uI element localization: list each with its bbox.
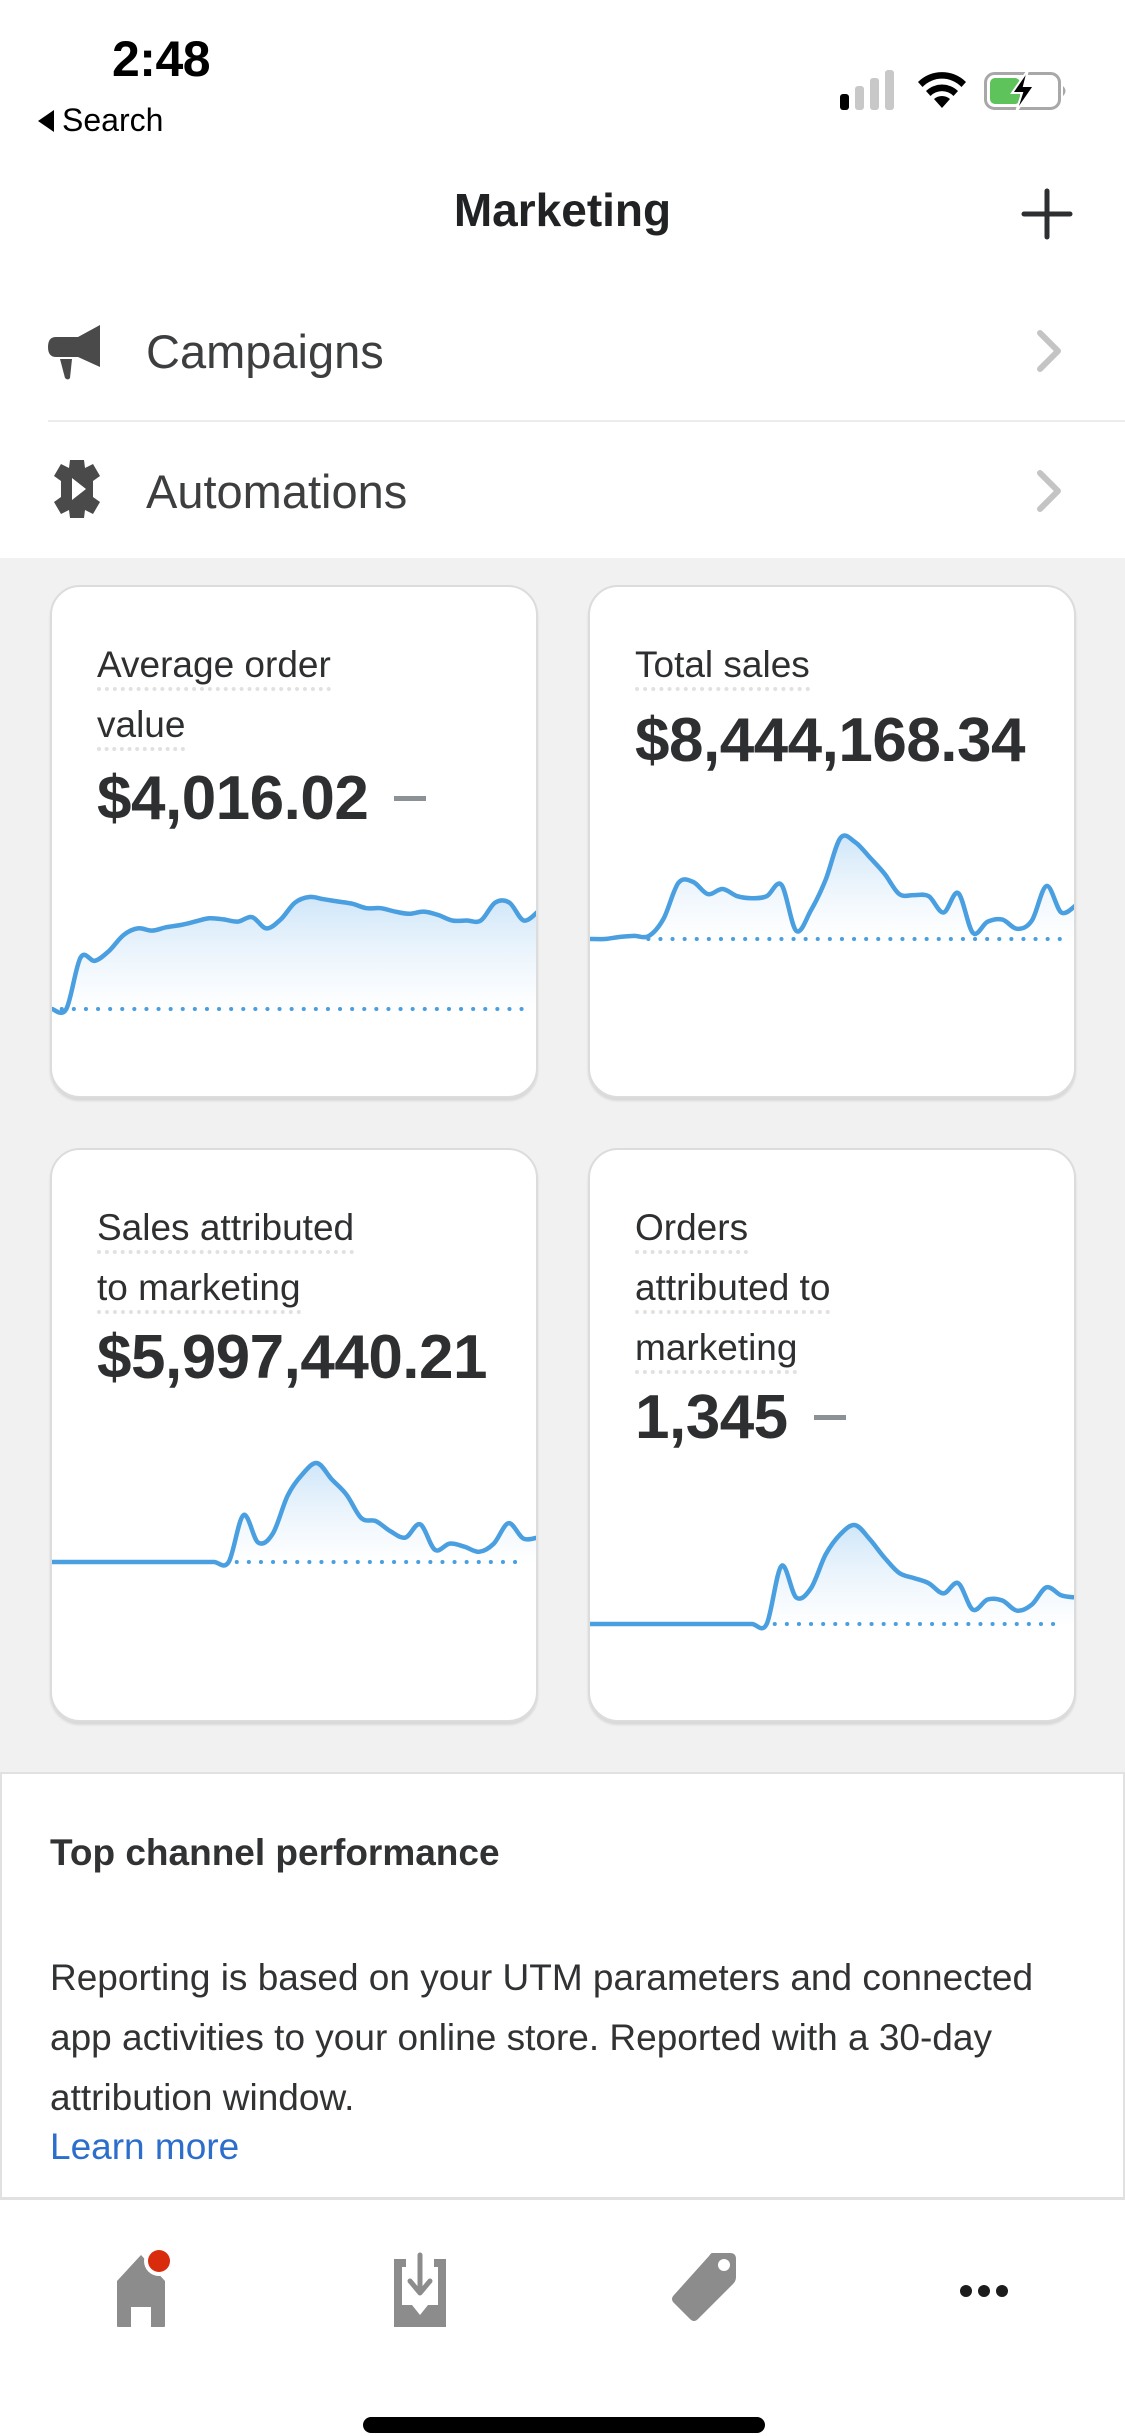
metric-value-row: 1,345 [635,1382,846,1453]
metric-value: $8,444,168.34 [635,706,1026,775]
metric-card-orders-attributed-to-marketing[interactable]: Orders attributed to marketing 1,345 [588,1148,1076,1722]
orders-inbox-icon [394,2252,446,2327]
home-indicator [363,2417,765,2433]
section-title: Top channel performance [50,1832,500,1873]
metric-card-total-sales[interactable]: Total sales $8,444,168.34 [588,585,1076,1098]
metric-value: $5,997,440.21 [97,1323,488,1392]
back-triangle-icon [38,109,54,132]
gear-play-icon [54,460,100,518]
plus-icon [1021,188,1073,240]
more-dots-icon [960,2285,1008,2297]
sparkline-line [52,1460,536,1568]
sparkline-area [52,1463,536,1566]
list-item-campaigns[interactable]: Campaigns [0,282,1125,420]
list-item-automations[interactable]: Automations [0,422,1125,560]
tab-orders[interactable] [380,2247,460,2327]
chevron-right-icon [1037,470,1061,512]
sparkline-line [590,1522,1074,1631]
top-channel-performance-panel: Top channel performance Reporting is bas… [0,1772,1125,2200]
add-button[interactable] [1020,187,1074,241]
metric-card-sales-attributed-to-marketing[interactable]: Sales attributed to marketing $5,997,440… [50,1148,538,1722]
sparkline-area [52,896,536,1013]
signal-icon [840,70,894,110]
sparkline-chart [590,833,1074,942]
sparkline-line [52,894,536,1016]
metric-label-line: marketing [635,1327,798,1374]
metric-label-line: value [97,704,186,751]
sparkline-line [590,833,1074,942]
metric-value-row: $5,997,440.21 [97,1322,488,1393]
list-item-label: Campaigns [146,324,384,378]
metric-value: 1,345 [635,1383,788,1452]
home-icon [117,2247,174,2327]
signal-bar [870,78,879,110]
metric-label-line: Average order [97,644,331,691]
metric-value-row: $4,016.02 [97,763,427,834]
metric-card-average-order-value[interactable]: Average order value $4,016.02 [50,585,538,1098]
sparkline-area [590,1525,1074,1629]
sparkline-chart [52,1460,536,1568]
section-description: Reporting is based on your UTM parameter… [50,1957,1034,2118]
battery-charging-icon [984,69,1066,113]
tag-icon [672,2253,736,2321]
metric-label: Average order value [97,635,497,755]
neutral-trend-dash-icon [394,796,427,802]
bottom-tab-bar [0,2201,1125,2436]
metric-label: Orders attributed to marketing [635,1198,1035,1378]
signal-bar [840,94,849,110]
neutral-trend-dash-icon [813,1415,846,1421]
metric-value: $4,016.02 [97,764,369,833]
list-divider [48,420,1125,422]
metric-label-line: Orders [635,1207,749,1254]
metric-label: Total sales [635,635,1035,695]
metric-label-line: Total sales [635,644,810,691]
learn-more-link[interactable]: Learn more [50,2126,240,2167]
tab-home[interactable] [101,2247,181,2327]
tab-products[interactable] [664,2247,744,2327]
status-icons [838,68,1070,113]
metric-label: Sales attributed to marketing [97,1198,497,1318]
sparkline-chart [590,1522,1074,1631]
notification-badge-dot [148,2250,170,2272]
battery-fill [990,78,1020,104]
metric-label-line: to marketing [97,1267,301,1314]
back-to-search-button[interactable]: Search [38,102,163,139]
metric-value-row: $8,444,168.34 [635,705,1026,776]
wifi-icon [918,72,966,108]
megaphone-icon [48,325,100,380]
signal-bar [855,86,864,110]
chevron-right-icon [1037,330,1061,372]
metric-label-line: attributed to [635,1267,831,1314]
list-item-label: Automations [146,464,408,518]
page-title: Marketing [453,184,672,236]
sparkline-area [590,835,1074,940]
tab-more[interactable] [944,2247,1024,2327]
metric-label-line: Sales attributed [97,1207,355,1254]
back-label: Search [62,102,164,138]
signal-bar [885,70,894,110]
sparkline-chart [52,894,536,1016]
status-time: 2:48 [112,31,211,87]
